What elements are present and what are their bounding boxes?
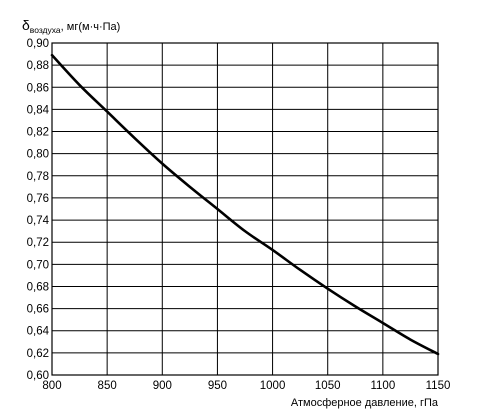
y-tick-label: 0,72: [27, 237, 49, 249]
x-axis-title: Атмосферное давление, гПа: [291, 397, 439, 409]
y-tick-label: 0,82: [27, 127, 49, 139]
y-tick-label: 0,90: [27, 38, 49, 50]
y-axis-title-symbol: δ: [22, 17, 30, 33]
grid: [52, 43, 438, 375]
series-layer: [50, 53, 440, 356]
series-line: [50, 53, 440, 356]
y-tick-label: 0,88: [27, 60, 49, 72]
y-tick-label: 0,86: [27, 82, 49, 94]
x-tick-label: 850: [98, 380, 117, 392]
y-tick-label: 0,84: [27, 104, 50, 116]
y-tick-label: 0,62: [27, 348, 49, 360]
y-tick-label: 0,64: [27, 326, 50, 338]
y-tick-label: 0,68: [27, 281, 49, 293]
y-axis-title-subscript: воздуха: [30, 25, 61, 35]
y-tick-label: 0,70: [27, 259, 49, 271]
y-tick-label: 0,78: [27, 171, 49, 183]
y-tick-label: 0,60: [27, 370, 49, 382]
y-tick-label: 0,66: [27, 304, 49, 316]
y-axis-title: δвоздуха, мг(м·ч·Па): [22, 17, 120, 35]
x-tick-label: 1100: [370, 380, 395, 392]
x-tick-label: 900: [153, 380, 172, 392]
x-tick-label: 1150: [426, 380, 451, 392]
plot-border: [51, 42, 439, 376]
x-tick-label: 800: [42, 380, 61, 392]
y-tick-label: 0,76: [27, 193, 49, 205]
x-tick-labels: 800 850 900 950 1000 1050 1100 1150: [42, 380, 450, 392]
y-axis-title-unit: , мг(м·ч·Па): [61, 21, 121, 33]
y-tick-label: 0,74: [27, 215, 50, 227]
x-tick-label: 1000: [260, 380, 286, 392]
plot-frame: [51, 42, 439, 376]
y-tick-labels: 0,60 0,62 0,64 0,66 0,68 0,70 0,72 0,74 0,76 0,78…: [27, 38, 50, 382]
y-tick-label: 0,80: [27, 149, 49, 161]
x-tick-label: 950: [208, 380, 227, 392]
x-tick-label: 1050: [315, 380, 341, 392]
